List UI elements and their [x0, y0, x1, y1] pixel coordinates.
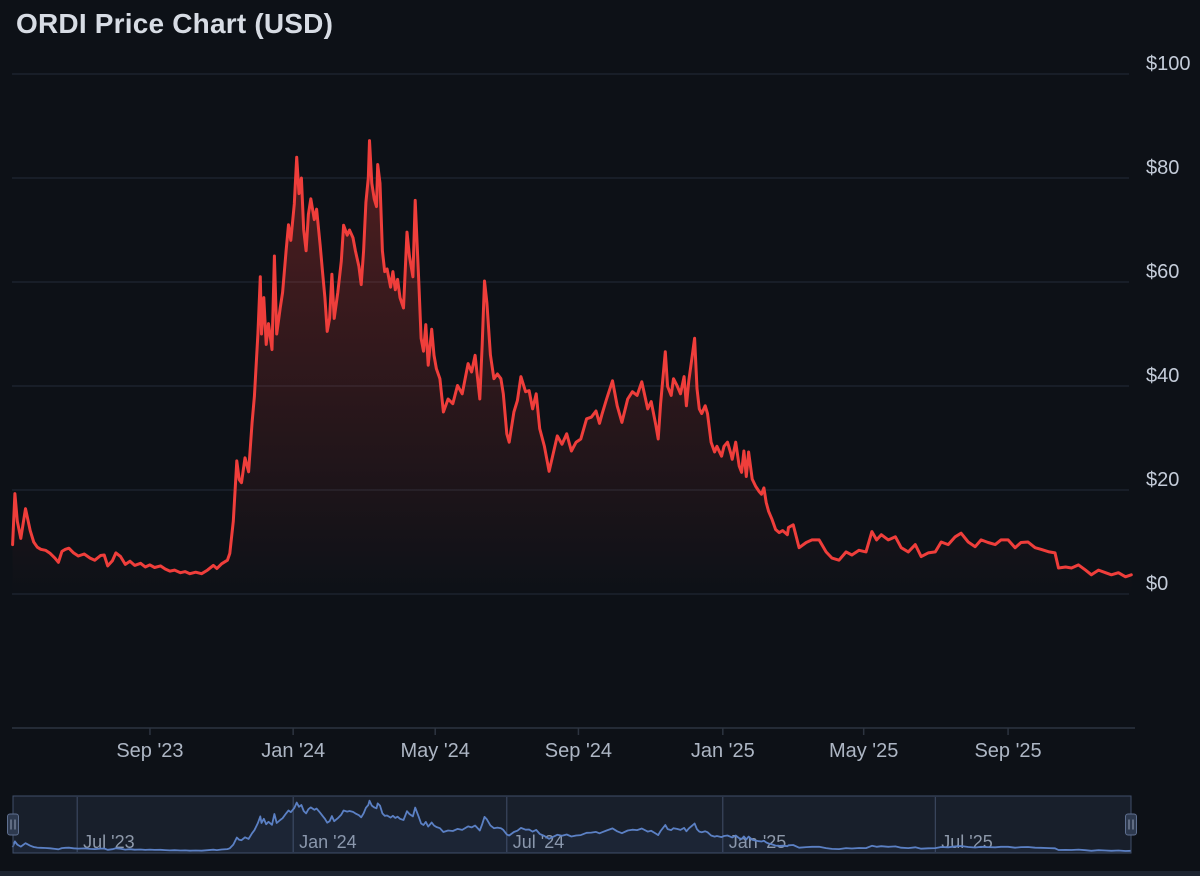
- navigator-series: [11, 799, 1132, 852]
- navigator-tick-label: Jan '24: [299, 832, 356, 852]
- navigator-selection[interactable]: [13, 796, 1131, 853]
- y-axis-label: $60: [1146, 261, 1179, 283]
- x-axis-tick-label: Sep '25: [974, 740, 1041, 762]
- chart-title: ORDI Price Chart (USD): [16, 8, 334, 39]
- y-axis-label: $20: [1146, 469, 1179, 491]
- x-axis-tick-label: Jan '24: [261, 740, 325, 762]
- navigator-area-fill: [12, 800, 1132, 853]
- x-axis-tick-label: May '25: [829, 740, 898, 762]
- bottom-scroll-strip[interactable]: [0, 871, 1200, 876]
- x-axis-tick-label: Sep '24: [545, 740, 612, 762]
- drag-handle-body[interactable]: [1125, 813, 1137, 836]
- navigator-tick-label: Jul '23: [83, 832, 134, 852]
- y-axis-label: $0: [1146, 573, 1168, 595]
- x-axis-tick-label: Sep '23: [116, 740, 183, 762]
- navigator-left-handle[interactable]: [7, 813, 19, 836]
- chart-plot-area[interactable]: [12, 60, 1129, 600]
- x-axis-tick-label: Jan '25: [691, 740, 755, 762]
- y-axis-label: $40: [1146, 365, 1179, 387]
- price-area-fill: [12, 140, 1132, 594]
- price-line-series: [11, 139, 1133, 579]
- drag-handle-body[interactable]: [7, 813, 19, 836]
- navigator-right-handle[interactable]: [1125, 813, 1137, 836]
- y-axis-label: $80: [1146, 157, 1179, 179]
- x-axis-tick-label: May '24: [401, 740, 470, 762]
- y-axis-label: $100: [1146, 53, 1191, 75]
